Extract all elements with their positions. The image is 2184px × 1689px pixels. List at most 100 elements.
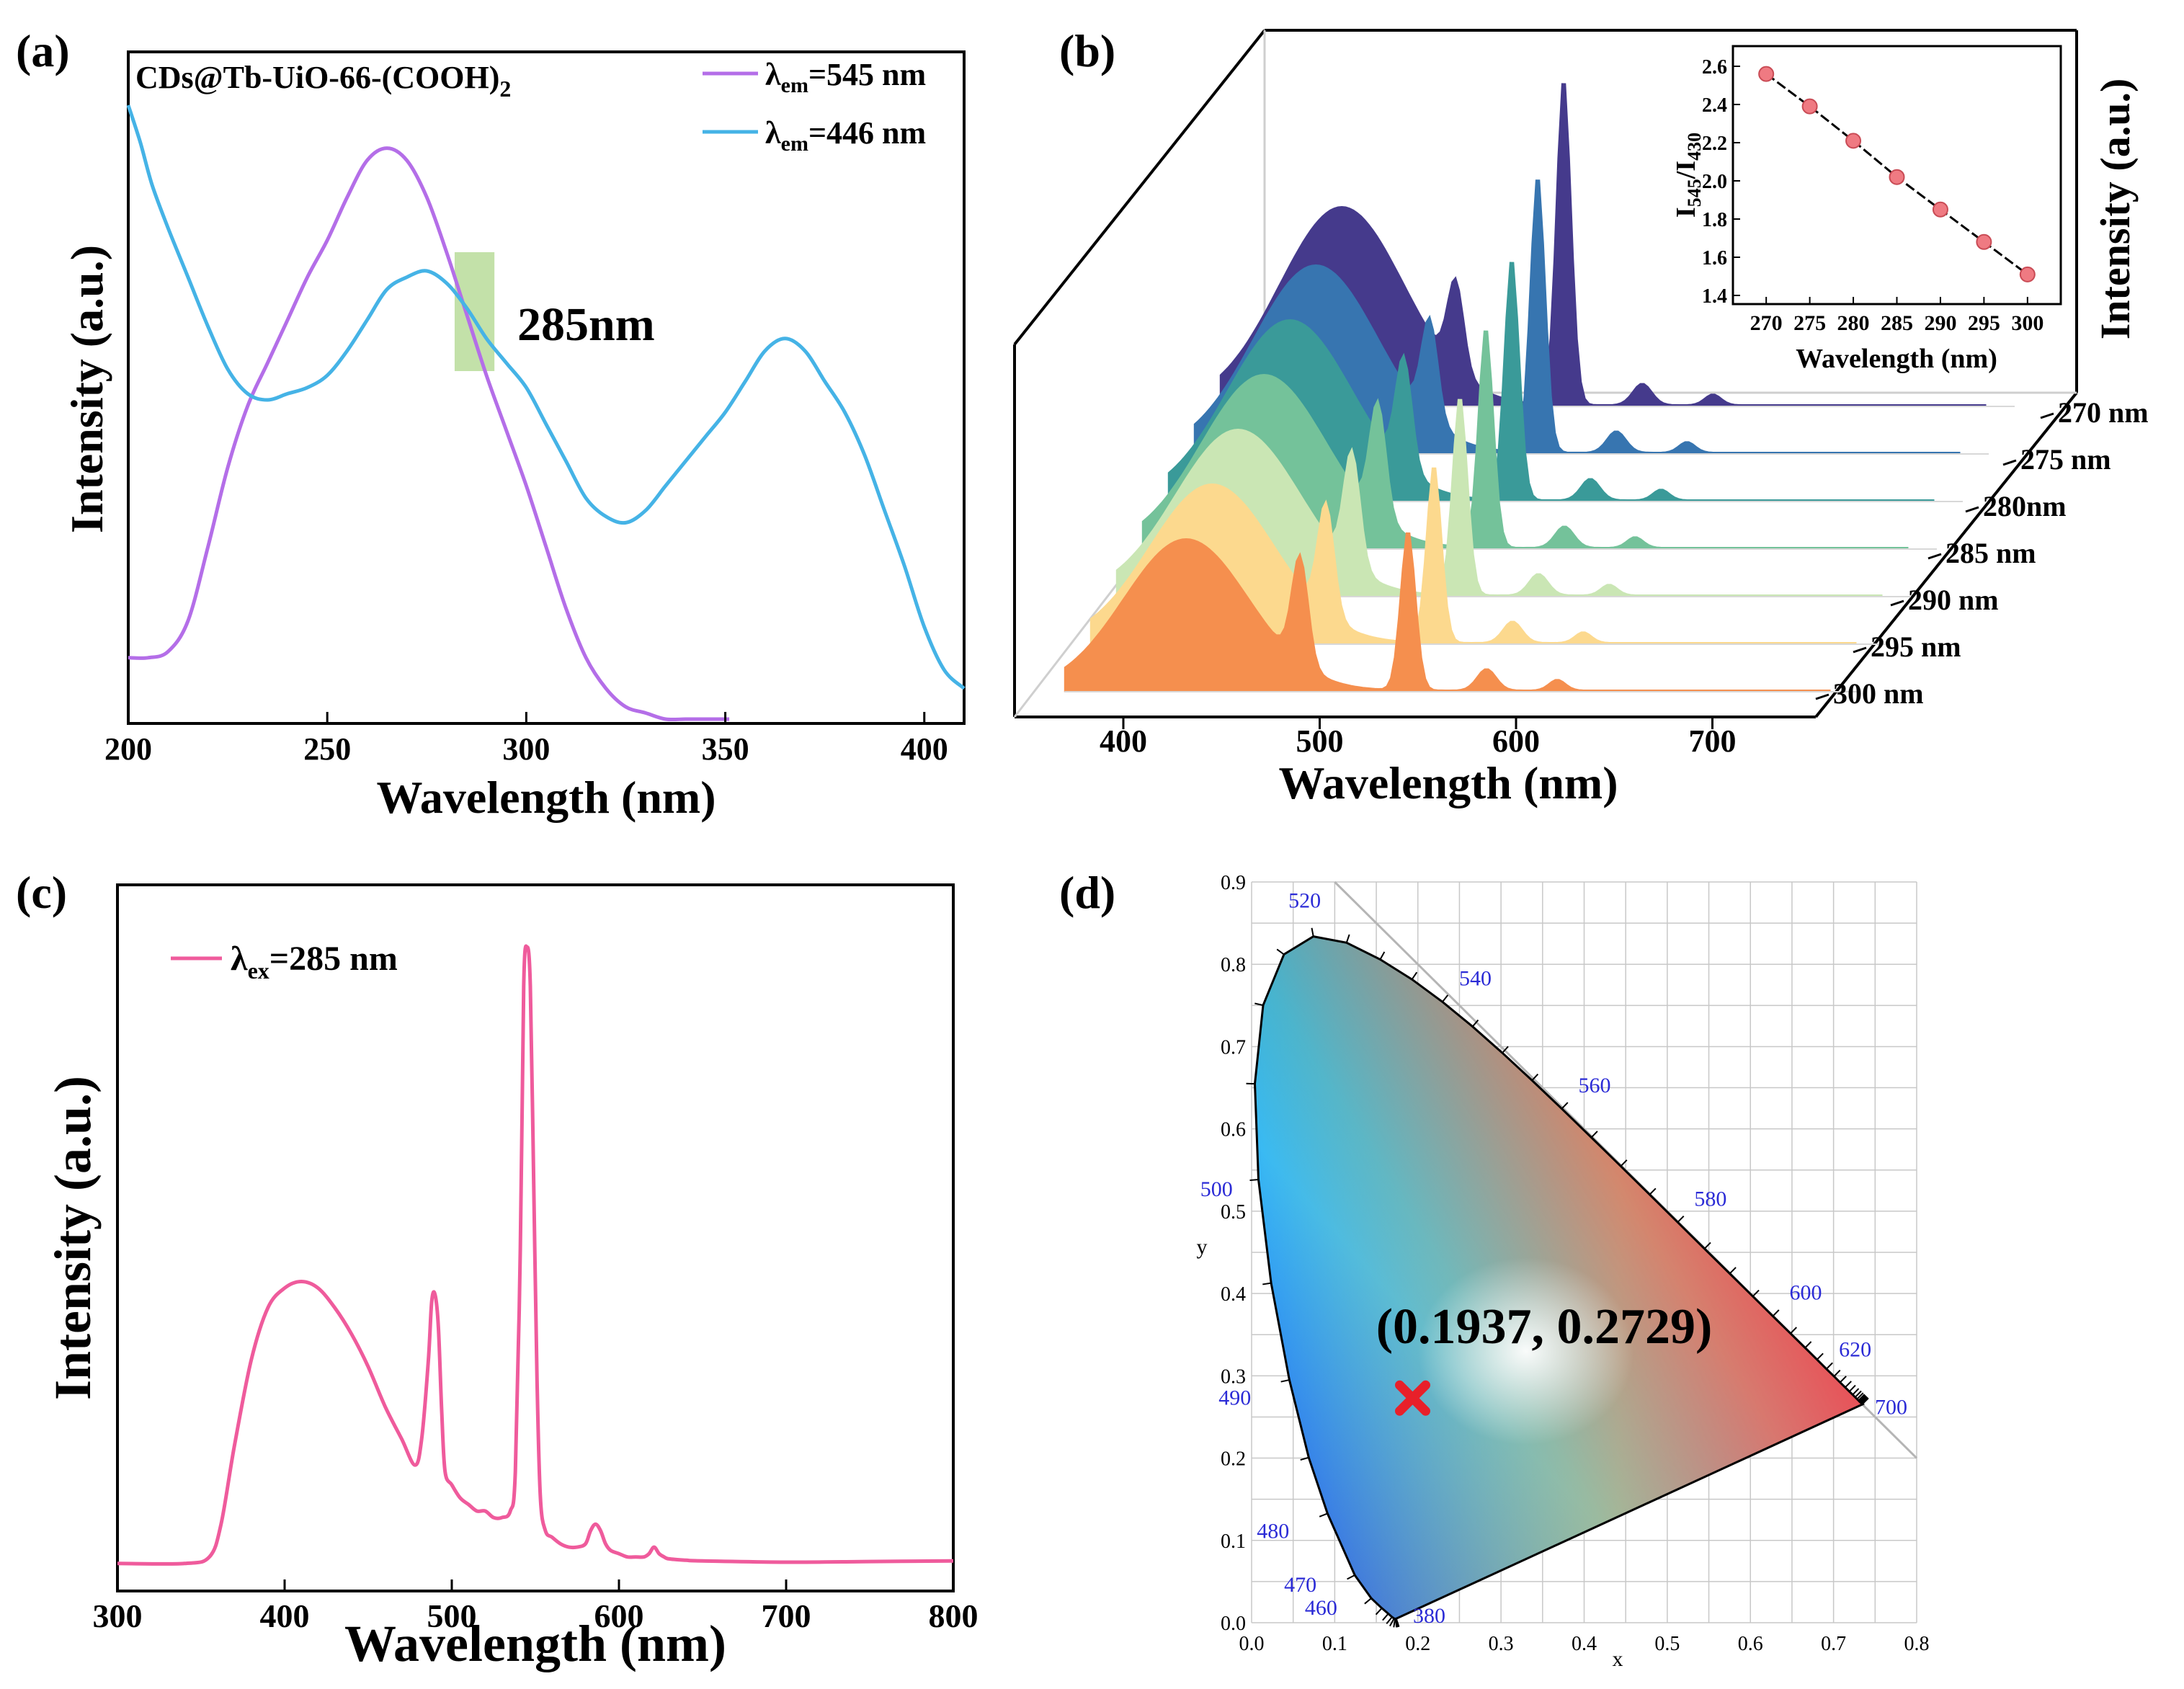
waterfall-frame-b <box>1013 29 2078 718</box>
cie-locus-tick-47 <box>1856 1392 1864 1400</box>
plot-frame-a <box>127 50 966 725</box>
cie-x-tick-label-0.6: 0.6 <box>1738 1633 1763 1655</box>
cie-wavelength-label-490: 490 <box>1218 1386 1251 1409</box>
legend-a-label-446: λem=446 nm <box>765 115 926 156</box>
cie-locus-tick-24 <box>1442 994 1449 1003</box>
cie-wavelength-label-480: 480 <box>1257 1520 1289 1543</box>
cie-wavelength-label-560: 560 <box>1579 1074 1611 1097</box>
z-tick-b-295nm <box>1853 646 1867 654</box>
cie-locus-tick-21 <box>1345 934 1350 943</box>
inset-point-300 <box>2019 266 2036 282</box>
cie-y-tick-label-0.9: 0.9 <box>1221 872 1246 894</box>
cie-locus-tick-12 <box>1319 1512 1328 1518</box>
inset-y-tick-label-2.0: 2.0 <box>1702 171 1727 193</box>
plot-frame-c <box>116 883 955 1592</box>
cie-locus-tick-22 <box>1379 951 1386 960</box>
waterfall-curve-300nm <box>1064 532 1831 692</box>
y-axis-label-d: y <box>1197 1235 1208 1259</box>
inset-x-tick-label-295: 295 <box>1968 311 2000 335</box>
cie-locus-tick-27 <box>1531 1073 1539 1082</box>
x-tick-label-b-500: 500 <box>1296 723 1344 759</box>
cie-locus-tick-20 <box>1311 927 1314 937</box>
cie-wavelength-label-520: 520 <box>1288 889 1321 913</box>
cie-locus-tick-28 <box>1561 1102 1569 1110</box>
cie-locus-tick-18 <box>1254 1002 1264 1007</box>
cie-x-tick-label-0.3: 0.3 <box>1489 1633 1514 1655</box>
x-tick-label-c-600: 600 <box>594 1597 644 1634</box>
z-tick-label-b-295nm: 295 nm <box>1871 630 1961 663</box>
cie-x-tick-label-0.1: 0.1 <box>1322 1633 1347 1655</box>
cie-locus-tick-31 <box>1649 1187 1657 1195</box>
legend-a: λem=545 nm λem=446 nm <box>703 57 926 156</box>
cie-locus-tick-29 <box>1590 1131 1598 1138</box>
inset-point-275 <box>1801 98 1818 115</box>
x-tick-label-b-600: 600 <box>1492 723 1540 759</box>
x-axis-label-d: x <box>1613 1647 1623 1671</box>
z-tick-label-b-290nm: 290 nm <box>1908 584 1999 616</box>
y-axis-label-a: Intensity (a.u.) <box>61 245 112 533</box>
inset-x-tick-label-290: 290 <box>1924 311 1956 335</box>
cie-locus-tick-9 <box>1375 1608 1383 1616</box>
x-axis-label-c: Wavelength (nm) <box>344 1615 726 1672</box>
cie-locus-tick-35 <box>1752 1289 1760 1297</box>
cie-y-tick-label-0.6: 0.6 <box>1221 1119 1246 1141</box>
excitation-ticks-b: 270 nm 275 nm 280nm 285 nm 290 nm 295 nm 300 n… <box>1815 396 2149 710</box>
cie-locus-tick-13 <box>1300 1456 1309 1461</box>
cie-locus-outline <box>1253 935 1866 1620</box>
cie-locus-tick-42 <box>1840 1376 1847 1383</box>
cie-locus-tick-33 <box>1703 1242 1711 1249</box>
cie-white-point-glow <box>1417 1257 1634 1445</box>
cie-wavelength-label-580: 580 <box>1694 1187 1726 1211</box>
inset-point-295 <box>1976 233 1992 250</box>
cie-locus-tick-48 <box>1858 1394 1866 1401</box>
inset-point-285 <box>1889 169 1905 185</box>
x-tick-label-c-500: 500 <box>427 1597 477 1634</box>
cie-locus-tick-50 <box>1859 1395 1867 1403</box>
x-tick-label-c-300: 300 <box>93 1597 143 1634</box>
y-axis-label-c: Intensity (a.u.) <box>44 1076 102 1400</box>
inset-x-tick-label-300: 300 <box>2011 311 2043 335</box>
cie-locus-tick-6 <box>1389 1618 1395 1627</box>
cie-locus-tick-38 <box>1804 1341 1812 1349</box>
waterfall-curve-285nm <box>1141 330 1909 550</box>
cie-locus-tick-14 <box>1280 1379 1290 1383</box>
cie-y-tick-label-0.2: 0.2 <box>1221 1448 1246 1471</box>
cie-locus-tick-19 <box>1276 948 1285 955</box>
waterfall-curve-290nm <box>1115 398 1883 597</box>
series-line-em_446 <box>126 104 966 690</box>
inset-y-tick-label-2.2: 2.2 <box>1702 133 1727 155</box>
cie-y-tick-label-0.4: 0.4 <box>1221 1283 1246 1306</box>
waterfall-curve-280nm <box>1167 262 1935 502</box>
waterfall-series-b <box>1064 83 2015 692</box>
cie-locus-tick-11 <box>1347 1574 1355 1580</box>
cie-locus-tick-7 <box>1386 1616 1393 1625</box>
highlight-band-285nm <box>454 252 495 371</box>
inset-point-270 <box>1758 66 1775 82</box>
waterfall-curve-270nm <box>1219 83 1987 407</box>
chromaticity-coordinate-label: (0.1937, 0.2729) <box>1376 1299 1713 1355</box>
cie-locus-tick-55 <box>1861 1397 1869 1405</box>
x-ticks-b: 400 500 600 700 <box>1100 717 1737 759</box>
inset-y-tick-label-1.6: 1.6 <box>1702 247 1727 269</box>
z-tick-b-275nm <box>2002 459 2017 466</box>
x-ticks-a: 200 250 300 350 400 <box>104 712 948 767</box>
cie-x-tick-label-0.7: 0.7 <box>1821 1633 1846 1655</box>
z-axis-label-b: Intensity (a.u.) <box>2092 79 2139 340</box>
x-tick-label-c-700: 700 <box>762 1597 811 1634</box>
waterfall-curve-295nm <box>1089 467 1857 645</box>
cie-x-tick-label-0.8: 0.8 <box>1904 1633 1930 1655</box>
x-tick-label-b-400: 400 <box>1100 723 1147 759</box>
cie-y-tick-label-0.8: 0.8 <box>1221 954 1246 976</box>
z-tick-label-b-280nm: 280nm <box>1983 490 2067 522</box>
z-tick-b-280nm <box>1965 506 1979 513</box>
cie-x-tick-label-0.0: 0.0 <box>1239 1633 1265 1655</box>
cie-wavelength-label-470: 470 <box>1284 1573 1316 1597</box>
series-line-em_545 <box>128 146 730 722</box>
cie-locus-tick-34 <box>1729 1267 1737 1275</box>
cie-locus-tick-32 <box>1677 1215 1685 1223</box>
panel-c: (c) 300 400 500 600 700 800 λex=285 nm Wavele… <box>16 867 979 1672</box>
x-tick-label-a-300: 300 <box>502 731 550 767</box>
legend-c: λex=285 nm <box>171 940 398 984</box>
cie-locus-tick-49 <box>1858 1394 1866 1402</box>
